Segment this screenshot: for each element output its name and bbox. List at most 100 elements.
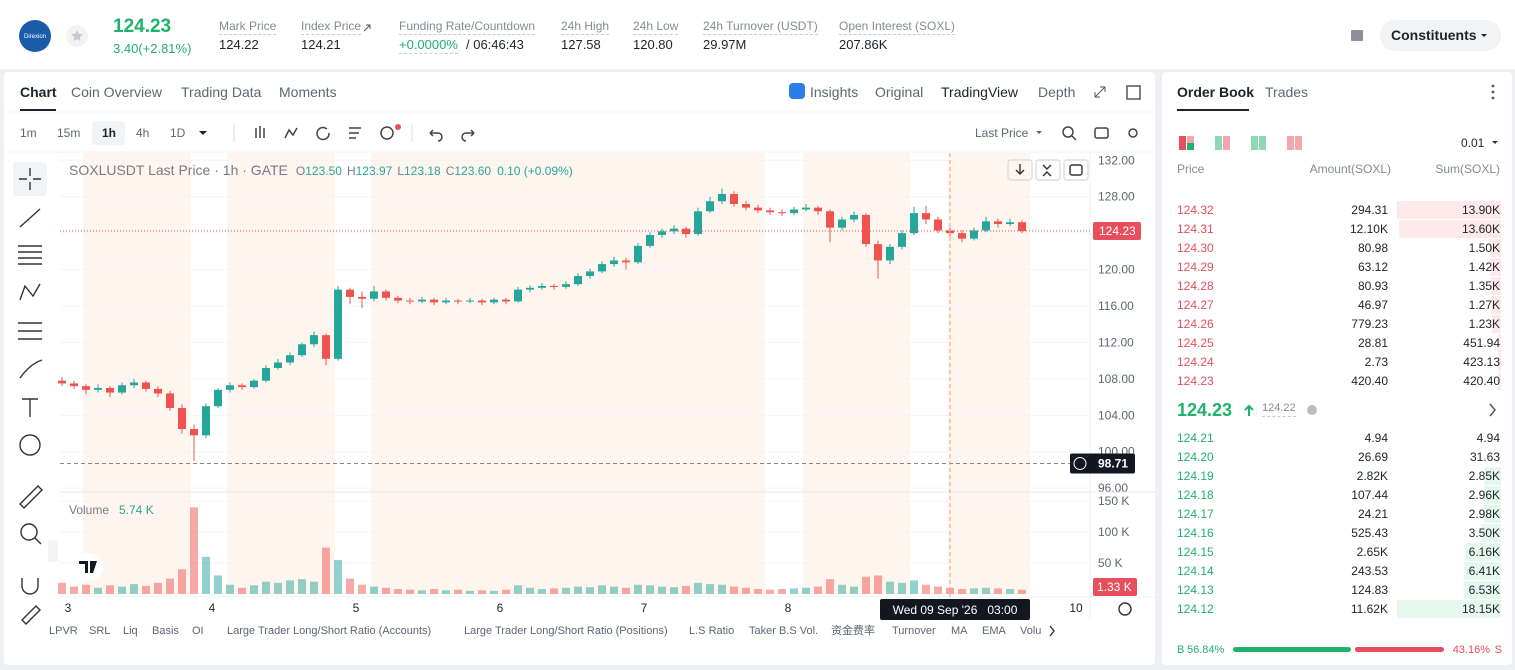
stat-label: Open Interest (SOXL) (839, 19, 956, 35)
row-sum: 31.63 (1469, 450, 1500, 464)
stat-value: 29.97M (703, 37, 747, 52)
row-price[interactable]: 124.28 (1177, 279, 1214, 293)
row-amount: 294.31 (1351, 203, 1388, 217)
view-tab[interactable]: Depth (1038, 84, 1076, 100)
precision[interactable]: 0.01 (1461, 136, 1485, 150)
row-amount: 80.98 (1357, 241, 1388, 255)
indicator[interactable]: Taker B.S Vol. (749, 625, 819, 637)
row-sum: 13.90K (1461, 203, 1500, 217)
indicator[interactable]: L.S Ratio (689, 625, 735, 637)
stat-value: 127.58 (561, 37, 601, 52)
interval[interactable]: 1D (170, 126, 186, 140)
row-sum: 423.13 (1463, 355, 1500, 369)
indicator[interactable]: Basis (152, 625, 179, 637)
row-amount: 63.12 (1357, 260, 1388, 274)
indicator[interactable]: Volu (1020, 625, 1042, 637)
indicator[interactable]: EMA (982, 625, 1006, 637)
row-price[interactable]: 124.16 (1177, 526, 1214, 540)
row-sum: 4.94 (1476, 431, 1500, 445)
indicator[interactable]: Large Trader Long/Short Ratio (Accounts) (227, 625, 432, 637)
price-source[interactable]: Last Price (975, 126, 1029, 140)
row-sum: 13.60K (1461, 222, 1500, 236)
view-tab[interactable]: Insights (810, 84, 859, 100)
row-price[interactable]: 124.23 (1177, 374, 1214, 388)
row-amount: 28.81 (1357, 336, 1388, 350)
row-price[interactable]: 124.17 (1177, 507, 1214, 521)
book-tab[interactable]: Order Book (1177, 84, 1255, 100)
row-amount: 420.40 (1351, 374, 1388, 388)
chart-tab[interactable]: Trading Data (181, 84, 262, 100)
interval[interactable]: 1h (102, 126, 117, 140)
chart-tab[interactable]: Coin Overview (71, 84, 163, 100)
row-price[interactable]: 124.19 (1177, 469, 1214, 483)
col-sum: Sum(SOXL) (1435, 162, 1500, 176)
row-price[interactable]: 124.26 (1177, 317, 1214, 331)
indicator[interactable]: Liq (123, 625, 138, 637)
row-price[interactable]: 124.18 (1177, 488, 1214, 502)
row-sum: 6.53K (1468, 583, 1500, 597)
interval[interactable]: 15m (57, 126, 81, 140)
row-price[interactable]: 124.15 (1177, 545, 1214, 559)
indicator[interactable]: MA (951, 625, 968, 637)
chart-tab[interactable]: Moments (279, 84, 337, 100)
row-price[interactable]: 124.29 (1177, 260, 1214, 274)
row-price[interactable]: 124.14 (1177, 564, 1214, 578)
stat-value: 124.22 (219, 37, 259, 52)
stat-value: 207.86K (839, 37, 888, 52)
row-sum: 1.35K (1468, 279, 1500, 293)
row-sum: 1.27K (1468, 298, 1500, 312)
row-sum: 6.41K (1468, 564, 1500, 578)
price-change: 3.40(+2.81%) (113, 41, 192, 56)
row-amount: 124.83 (1351, 583, 1388, 597)
row-price[interactable]: 124.21 (1177, 431, 1214, 445)
row-price[interactable]: 124.32 (1177, 203, 1214, 217)
sell-ratio: 43.16% (1452, 644, 1490, 656)
view-tab[interactable]: Original (875, 84, 924, 100)
indicator[interactable]: Large Trader Long/Short Ratio (Positions… (464, 625, 668, 637)
stat-label: Index Price (301, 19, 362, 35)
row-sum: 2.96K (1468, 488, 1500, 502)
row-price[interactable]: 124.12 (1177, 602, 1214, 616)
chart-panel (4, 72, 1155, 665)
indicator[interactable]: LPVR (49, 625, 78, 637)
row-sum: 420.40 (1463, 374, 1500, 388)
chart-tab[interactable]: Chart (20, 84, 57, 100)
row-amount: 525.43 (1351, 526, 1388, 540)
view-tab[interactable]: TradingView (941, 84, 1019, 100)
row-amount: 243.53 (1351, 564, 1388, 578)
constituents-label[interactable]: Constituents (1391, 27, 1477, 43)
row-sum: 1.50K (1468, 241, 1500, 255)
row-price[interactable]: 124.30 (1177, 241, 1214, 255)
last-price: 124.23 (113, 16, 172, 37)
row-price[interactable]: 124.24 (1177, 355, 1214, 369)
row-amount: 46.97 (1357, 298, 1388, 312)
row-sum: 1.23K (1468, 317, 1500, 331)
stat-value: 124.21 (301, 37, 341, 52)
order-book-panel (1162, 72, 1512, 665)
stat-label: 24h High (561, 19, 610, 35)
stat-label: Funding Rate/Countdown (399, 19, 536, 35)
col-amount: Amount(SOXL) (1309, 162, 1391, 176)
row-amount: 26.69 (1357, 450, 1388, 464)
book-tab[interactable]: Trades (1265, 84, 1309, 100)
buy-letter: B (1177, 644, 1185, 656)
indicator[interactable]: OI (192, 625, 204, 637)
indicator[interactable]: Turnover (892, 625, 936, 637)
row-amount: 80.93 (1357, 279, 1388, 293)
mark-price: 124.22 (1262, 400, 1296, 417)
row-amount: 12.10K (1349, 222, 1388, 236)
col-price: Price (1177, 162, 1205, 176)
row-price[interactable]: 124.13 (1177, 583, 1214, 597)
indicator[interactable]: SRL (89, 625, 111, 637)
row-amount: 107.44 (1351, 488, 1388, 502)
interval[interactable]: 4h (136, 126, 150, 140)
interval[interactable]: 1m (20, 126, 37, 140)
row-price[interactable]: 124.27 (1177, 298, 1214, 312)
row-price[interactable]: 124.25 (1177, 336, 1214, 350)
row-price[interactable]: 124.31 (1177, 222, 1214, 236)
stat-label: 24h Turnover (USDT) (703, 19, 818, 35)
row-price[interactable]: 124.20 (1177, 450, 1214, 464)
sell-letter: S (1494, 644, 1502, 656)
indicator[interactable]: 资金费率 (831, 625, 875, 637)
